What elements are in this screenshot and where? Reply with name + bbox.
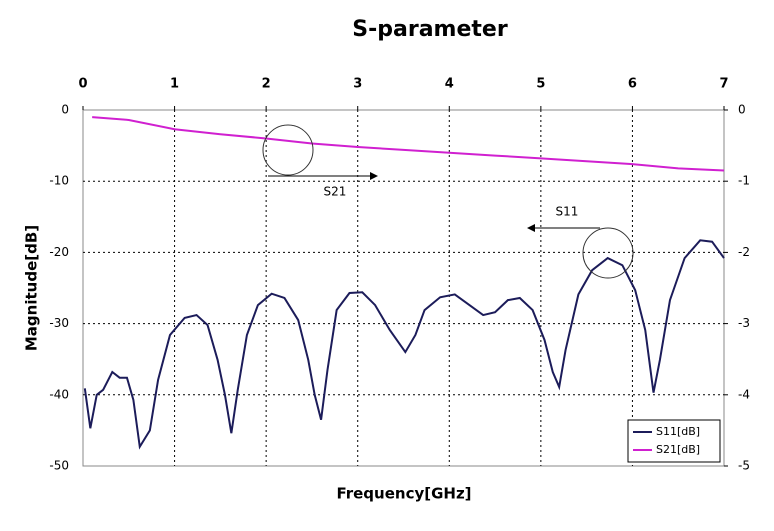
x-tick-label: 6 — [628, 77, 637, 92]
chart-title: S-parameter — [352, 17, 508, 42]
y2-tick-label: -2 — [738, 245, 750, 259]
annotation: S11 — [556, 205, 579, 219]
annotation-circle — [582, 227, 634, 279]
y-tick-label: -10 — [49, 174, 69, 188]
y-tick-label: 0 — [61, 103, 69, 117]
x-tick-label: 3 — [353, 77, 362, 92]
y-tick-label: -20 — [49, 245, 69, 259]
x-axis-label: Frequency[GHz] — [336, 485, 471, 503]
x-tick-label: 1 — [170, 77, 179, 92]
arrow-head — [527, 224, 535, 232]
plot-area — [82, 109, 725, 467]
y2-tick-label: -4 — [738, 387, 750, 401]
y-tick-label: -50 — [49, 459, 69, 473]
annotation: S21 — [324, 185, 347, 199]
x-tick-label: 7 — [719, 77, 728, 92]
legend-label: S11[dB] — [656, 425, 700, 438]
x-tick-label: 5 — [536, 77, 545, 92]
y2-tick-label: -5 — [738, 459, 750, 473]
series-line — [92, 116, 725, 172]
y2-tick-label: -1 — [738, 174, 750, 188]
x-tick-label: 2 — [262, 77, 271, 92]
legend-label: S21[dB] — [656, 443, 700, 456]
x-tick-label: 0 — [78, 77, 87, 92]
legend-box — [627, 419, 721, 463]
y2-tick-label: -3 — [738, 316, 750, 330]
x-tick-label: 4 — [445, 77, 454, 92]
arrow-head — [370, 172, 378, 180]
y-axis-label: Magnitude[dB] — [23, 225, 41, 351]
y2-tick-label: 0 — [738, 103, 746, 117]
annotation-circle — [262, 124, 314, 176]
series-line — [83, 239, 725, 450]
y-tick-label: -40 — [49, 387, 69, 401]
y-tick-label: -30 — [49, 316, 69, 330]
